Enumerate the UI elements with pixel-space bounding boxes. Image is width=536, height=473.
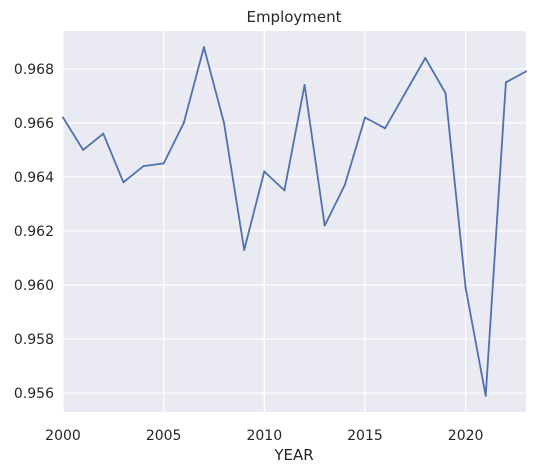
- data-point: [223, 121, 226, 124]
- data-point: [404, 92, 407, 95]
- x-axis-title: YEAR: [273, 446, 313, 464]
- data-point: [243, 248, 246, 251]
- x-tick-label: 2000: [45, 428, 81, 444]
- plot-area: [63, 31, 526, 412]
- data-point: [484, 394, 487, 397]
- y-axis-ticks: 0.956 0.958 0.960 0.962 0.964 0.966 0.968: [14, 62, 54, 402]
- y-tick-label: 0.968: [14, 62, 54, 78]
- data-point: [384, 127, 387, 130]
- data-point: [162, 162, 165, 165]
- x-tick-label: 2005: [146, 428, 182, 444]
- x-tick-label: 2010: [246, 428, 282, 444]
- data-point: [263, 170, 266, 173]
- data-point: [202, 46, 205, 49]
- data-point: [122, 181, 125, 184]
- data-point: [525, 70, 527, 73]
- data-point: [82, 148, 85, 151]
- data-point: [323, 224, 326, 227]
- data-point: [62, 116, 64, 119]
- data-point: [363, 116, 366, 119]
- x-tick-label: 2020: [448, 428, 484, 444]
- data-point: [424, 57, 427, 60]
- y-tick-label: 0.962: [14, 224, 54, 240]
- x-axis-ticks: 2000 2005 2010 2015 2020: [45, 428, 483, 444]
- y-tick-label: 0.966: [14, 116, 54, 132]
- data-point: [504, 81, 507, 84]
- data-point: [303, 84, 306, 87]
- grid-lines: [62, 31, 526, 412]
- data-point: [283, 189, 286, 192]
- y-tick-label: 0.958: [14, 332, 54, 348]
- y-tick-label: 0.960: [14, 278, 54, 294]
- series-layer: [62, 46, 527, 397]
- employment-series-line: [62, 46, 527, 397]
- data-point: [102, 132, 105, 135]
- data-point: [142, 165, 145, 168]
- chart-title: Employment: [246, 8, 341, 26]
- x-tick-label: 2015: [347, 428, 383, 444]
- data-point: [182, 121, 185, 124]
- y-tick-label: 0.964: [14, 170, 54, 186]
- data-point: [343, 184, 346, 187]
- data-point: [444, 92, 447, 95]
- data-point: [464, 286, 467, 289]
- y-tick-label: 0.956: [14, 386, 54, 402]
